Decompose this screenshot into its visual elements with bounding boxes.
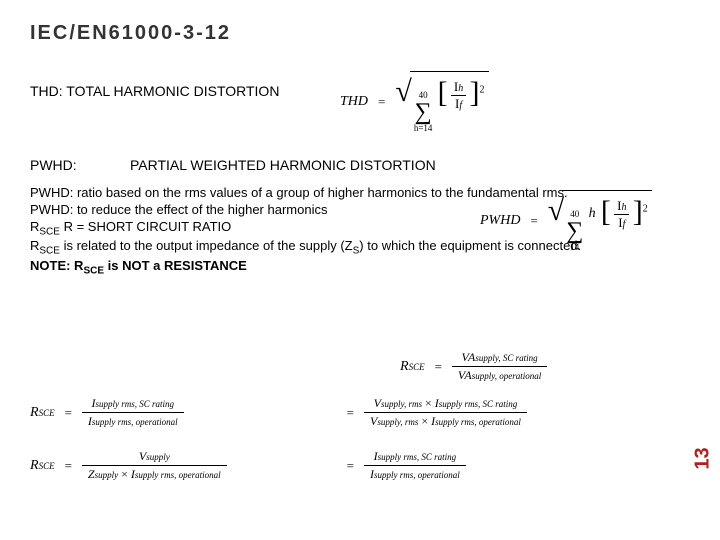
rsce-right-r2: = Vsupply, rms×Isupply rms, SC rating Vs… — [337, 396, 527, 429]
page-number: 13 — [691, 447, 714, 469]
body-line2: PWHD: to reduce the effect of the higher… — [30, 202, 327, 217]
slide-title: IEC/EN61000-3-12 — [30, 22, 690, 45]
right-column: = Vsupply, rms×Isupply rms, SC rating Vs… — [337, 396, 527, 482]
pwhd-row: PWHD: PARTIAL WEIGHTED HARMONIC DISTORTI… — [30, 157, 690, 173]
rsce-left-r2: RSCE = Vsupply Zsupply×Isupply rms, oper… — [30, 449, 227, 482]
sqrt-icon: √ 40 ∑ 14 h [ Ih If ]2 — [548, 190, 652, 252]
fraction: Ih If — [451, 79, 466, 112]
pwhd-long-label: PARTIAL WEIGHTED HARMONIC DISTORTION — [130, 157, 436, 173]
pwhd-lhs: PWHD — [480, 213, 520, 229]
thd-lhs: THD — [340, 94, 368, 110]
sum-icon: 40 ∑ h=14 — [414, 91, 433, 133]
rsce-right-r1: RSCE = VAsupply, SC rating VAsupply, ope… — [400, 350, 547, 383]
body-line3a: R — [30, 219, 39, 234]
sqrt-icon: √ 40 ∑ h=14 [ Ih If ]2 — [395, 71, 488, 133]
thd-label: THD: TOTAL HARMONIC DISTORTION — [30, 71, 330, 100]
rsce-right-r3: = Isupply rms, SC rating Isupply rms, op… — [337, 449, 527, 482]
bottom-formulas: RSCE = Isupply rms, SC rating Isupply rm… — [30, 396, 527, 482]
slide: IEC/EN61000-3-12 THD: TOTAL HARMONIC DIS… — [0, 0, 720, 540]
thd-row: THD: TOTAL HARMONIC DISTORTION THD = √ 4… — [30, 71, 690, 133]
body-line3b: R = SHORT CIRCUIT RATIO — [60, 219, 231, 234]
rsce-left-r1: RSCE = Isupply rms, SC rating Isupply rm… — [30, 396, 227, 429]
fraction: Ih If — [614, 198, 629, 231]
note-tail: is NOT a RESISTANCE — [104, 258, 247, 273]
equals-sign: = — [378, 94, 385, 110]
pwhd-short-label: PWHD: — [30, 157, 130, 173]
left-column: RSCE = Isupply rms, SC rating Isupply rm… — [30, 396, 227, 482]
sum-icon: 40 ∑ 14 — [566, 210, 583, 252]
thd-formula: THD = √ 40 ∑ h=14 [ Ih If ]2 — [340, 71, 489, 133]
body-line4a: R — [30, 238, 39, 253]
pwhd-formula: PWHD = √ 40 ∑ 14 h [ Ih If ]2 — [480, 190, 652, 252]
equals-sign: = — [530, 213, 537, 229]
body-line4b: is related to the output impedance of th… — [60, 238, 353, 253]
note-label: NOTE: R — [30, 258, 83, 273]
